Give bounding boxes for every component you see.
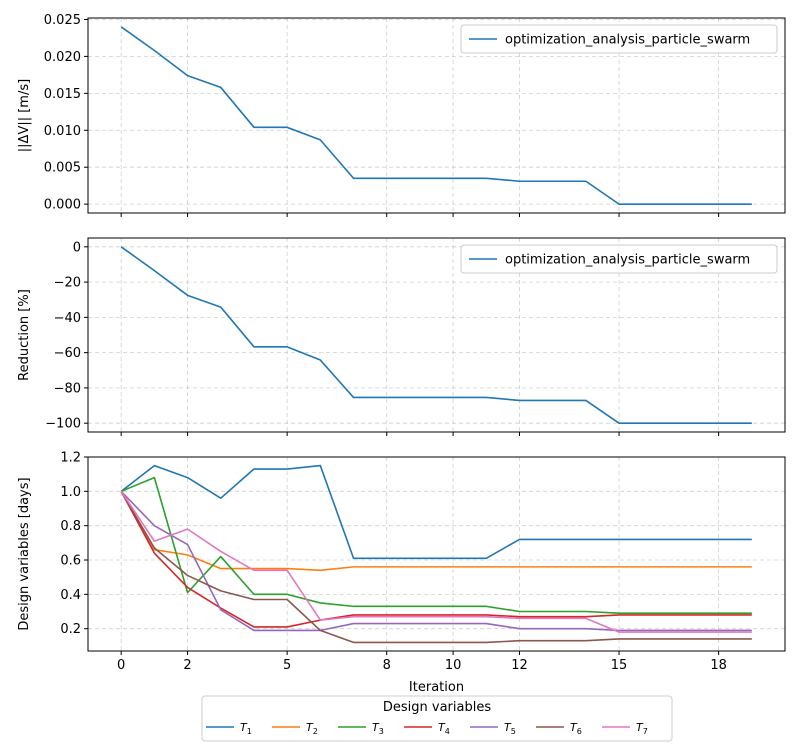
axes-frame [87, 456, 786, 652]
legend-label-t6: T6 [570, 721, 582, 736]
x-tick-label: 2 [183, 658, 191, 673]
series-line-t3 [120, 476, 752, 615]
legend-label: optimization_analysis_particle_swarm [505, 33, 750, 48]
x-axis-label: Iteration [409, 680, 464, 695]
x-tick-label: 5 [283, 658, 291, 673]
legend-label-t3: T3 [372, 721, 384, 736]
x-tick-label: 18 [710, 658, 727, 673]
subplot-1: 0.000 0.005 0.010 0.015 0.020 0.025 ||ΔV|| [m/… [17, 13, 786, 217]
series-line-t2 [120, 490, 752, 572]
axes-frame [87, 237, 786, 433]
legend: Design variables T1 T2 T3 T4 T5 T6 T7 [201, 695, 673, 742]
series-line-t6 [120, 490, 752, 644]
y-tick-label: −40 [54, 311, 81, 326]
series-line-t1 [120, 464, 752, 560]
y-tick-label: −80 [54, 381, 81, 396]
x-tick-label: 15 [611, 658, 628, 673]
y-tick-label: 0.005 [44, 161, 81, 176]
series-line-particle-swarm [120, 246, 752, 424]
legend-label: optimization_analysis_particle_swarm [505, 253, 750, 268]
y-tick-label: 1.2 [60, 451, 81, 466]
legend-title: Design variables [383, 700, 491, 715]
y-tick-label: 0.015 [44, 87, 81, 102]
legend-label-t1: T1 [240, 721, 252, 736]
y-tick-label: 1.0 [60, 485, 81, 500]
y-tick-label: 0.025 [44, 13, 81, 28]
x-tick-label: 8 [383, 658, 391, 673]
y-tick-label: −60 [54, 346, 81, 361]
legend: optimization_analysis_particle_swarm [460, 24, 778, 54]
y-tick-label: 0 [73, 240, 81, 255]
series-line-t7 [120, 490, 752, 633]
y-tick-label: 0.4 [60, 588, 81, 603]
y-tick-label: 0.000 [44, 198, 81, 213]
legend-label-t4: T4 [438, 721, 450, 736]
x-tick-label: 12 [511, 658, 528, 673]
legend-box [460, 24, 778, 54]
x-tick-label: 0 [117, 658, 125, 673]
y-axis-label: ||ΔV|| [m/s] [17, 79, 32, 152]
y-tick-label: 0.010 [44, 124, 81, 139]
subplot-3: 0 2 5 8 10 12 15 18 0.2 0.4 0.6 0.8 1.0 1.2 Design var… [17, 451, 786, 742]
legend-label-t2: T2 [306, 721, 318, 736]
axes-frame [87, 17, 786, 214]
y-tick-label: 0.6 [60, 554, 81, 569]
y-tick-label: 0.8 [60, 519, 81, 534]
series-line-t5 [120, 490, 752, 632]
y-axis-label: Design variables [days] [17, 477, 32, 630]
y-tick-label: 0.2 [60, 622, 81, 637]
legend-label-t7: T7 [636, 721, 648, 736]
subplot-2: 0 −20 −40 −60 −80 −100 Reduction [%] optimizati… [17, 237, 786, 436]
y-tick-label: −20 [54, 276, 81, 291]
y-tick-label: 0.020 [44, 50, 81, 65]
series-line-particle-swarm [120, 26, 752, 205]
legend-label-t5: T5 [504, 721, 516, 736]
y-tick-label: −100 [45, 417, 81, 432]
legend: optimization_analysis_particle_swarm [460, 244, 778, 274]
series-line-t4 [120, 490, 752, 628]
legend-box [460, 244, 778, 274]
y-axis-label: Reduction [%] [17, 289, 32, 381]
x-tick-label: 10 [445, 658, 462, 673]
legend-box [201, 695, 673, 742]
